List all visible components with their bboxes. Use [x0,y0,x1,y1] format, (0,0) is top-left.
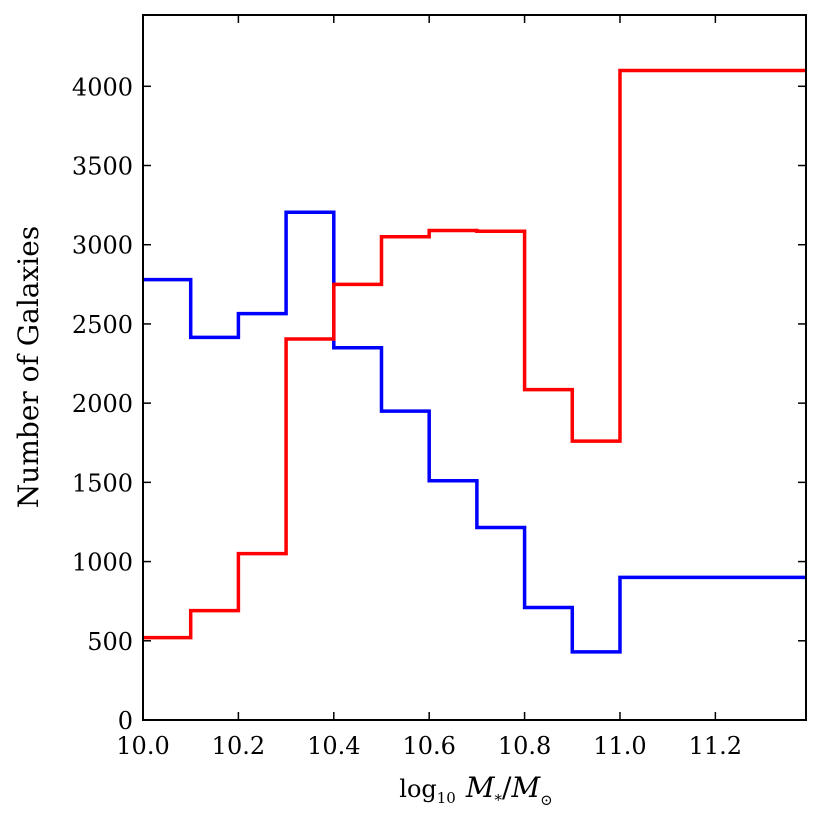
x-tick-label: 11.0 [593,732,646,760]
x-tick-label: 10.8 [498,732,551,760]
plot-frame [142,14,807,721]
x-axis-label-m-sub: * [495,791,503,809]
y-tick-label: 1500 [72,469,133,497]
x-axis-label-sun-sub: ⊙ [540,791,553,809]
x-tick-label: 10.0 [116,732,169,760]
x-axis-label-log: log [399,775,437,803]
y-tick-label: 500 [87,628,133,656]
y-tick-label: 3000 [72,232,133,260]
tick-layer: 10.0 10.2 10.4 10.6 10.8 11.0 11.2 0 500 1000 1500… [72,15,806,760]
series-line-1 [143,210,806,654]
y-tick-label: 4000 [72,73,133,101]
x-tick-label: 10.4 [307,732,360,760]
series-layer [143,68,806,654]
x-tick-label: 11.2 [689,732,742,760]
x-axis-label-slash: / [502,771,512,804]
y-tick-label: 1000 [72,549,133,577]
y-tick-label: 3500 [72,153,133,181]
y-tick-label: 0 [118,707,133,735]
series-line-2 [143,68,806,640]
x-axis-label-msun: M [510,771,541,804]
y-tick-label: 2000 [72,390,133,418]
x-axis-label-log-sub: 10 [437,789,456,807]
x-axis-label: log10 M*/M⊙ [399,771,552,809]
y-tick-label: 2500 [72,311,133,339]
y-axis-label: Number of Galaxies [12,226,45,508]
x-tick-label: 10.2 [212,732,265,760]
x-axis-label-m: M [465,771,496,804]
x-tick-label: 10.6 [402,732,455,760]
